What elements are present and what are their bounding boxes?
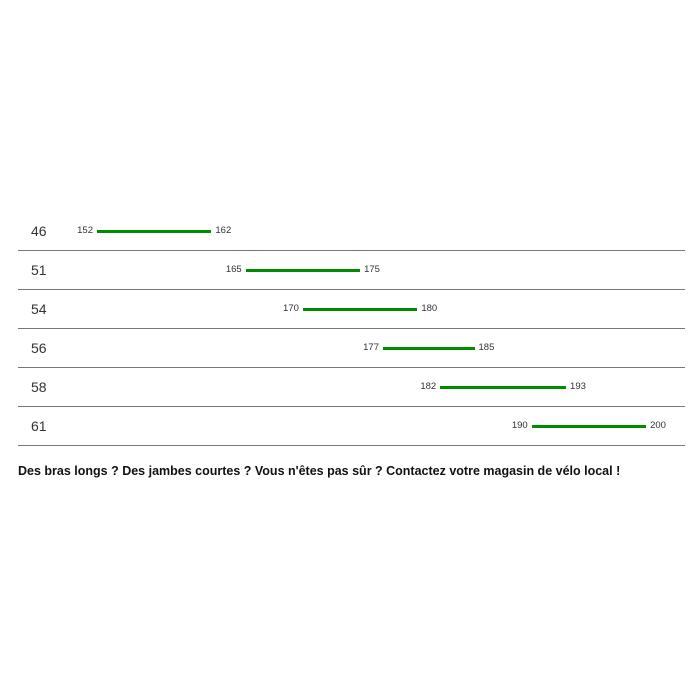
height-range-bar [531, 425, 647, 428]
max-height-label: 180 [421, 303, 438, 314]
size-row: 56 177 185 [18, 329, 685, 368]
max-height-label: 162 [215, 225, 232, 236]
size-row: 54 170 180 [18, 290, 685, 329]
max-height-label: 200 [650, 420, 666, 431]
max-height-label: 193 [570, 381, 586, 392]
size-label: 46 [31, 223, 47, 239]
size-row: 61 190 200 [18, 407, 685, 446]
size-label: 51 [31, 262, 47, 278]
min-height-label: 182 [420, 381, 437, 392]
height-range-bar [440, 386, 567, 389]
size-row: 46 152 162 [18, 212, 685, 251]
size-label: 61 [31, 418, 47, 434]
min-height-label: 190 [511, 420, 528, 431]
size-label: 56 [31, 340, 47, 356]
min-height-label: 177 [363, 342, 379, 353]
height-range-bar [97, 230, 212, 233]
footer-note: Des bras longs ? Des jambes courtes ? Vo… [18, 464, 621, 478]
height-range-bar [245, 269, 361, 272]
max-height-label: 185 [478, 342, 495, 353]
size-row: 51 165 175 [18, 251, 685, 290]
size-row: 58 182 193 [18, 368, 685, 407]
size-label: 58 [31, 379, 47, 395]
min-height-label: 152 [77, 225, 93, 236]
min-height-label: 165 [225, 264, 242, 275]
max-height-label: 175 [364, 264, 380, 275]
size-label: 54 [31, 301, 47, 317]
height-range-bar [383, 347, 475, 350]
height-range-bar [302, 308, 418, 311]
min-height-label: 170 [283, 303, 299, 314]
size-chart: 46 152 162 51 165 175 54 170 180 56 177 185 58 182 193… [18, 212, 685, 446]
